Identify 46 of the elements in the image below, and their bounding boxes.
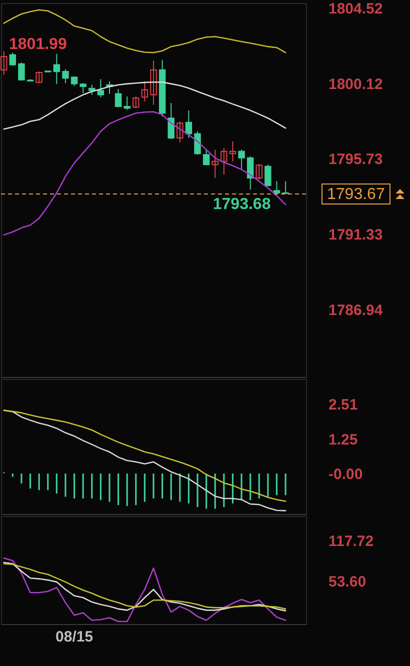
candlestick bbox=[238, 149, 245, 170]
candlestick bbox=[114, 88, 122, 108]
annotation: 1801.99 bbox=[9, 36, 67, 53]
candlestick bbox=[282, 180, 289, 194]
y-tick-label: 53.60 bbox=[328, 573, 366, 590]
candlestick bbox=[185, 110, 192, 139]
line-series bbox=[3, 111, 286, 236]
candlestick bbox=[273, 180, 280, 194]
candlestick bbox=[256, 163, 262, 180]
candlestick bbox=[194, 130, 201, 156]
candlestick bbox=[168, 102, 174, 140]
candlestick bbox=[246, 156, 254, 190]
y-tick-label: 1786.94 bbox=[328, 302, 384, 319]
candlestick bbox=[62, 68, 69, 84]
candlestick bbox=[0, 50, 8, 76]
candlestick bbox=[264, 164, 272, 187]
candlestick bbox=[150, 60, 157, 106]
candlestick bbox=[202, 149, 210, 166]
y-tick-label: 1.25 bbox=[328, 431, 358, 448]
y-tick-label: 1804.52 bbox=[328, 0, 383, 18]
y-tick-label: 1791.33 bbox=[328, 226, 383, 244]
candlestick bbox=[220, 147, 228, 176]
candlestick bbox=[212, 149, 218, 178]
ref-line-label: 1793.67 bbox=[327, 186, 385, 203]
candlestick bbox=[132, 96, 140, 109]
candlestick bbox=[141, 80, 148, 102]
line-series bbox=[3, 9, 286, 54]
candlestick bbox=[18, 62, 25, 82]
y-tick-label: 1795.73 bbox=[328, 151, 383, 168]
line-series bbox=[3, 557, 286, 622]
y-tick-label: 2.51 bbox=[328, 396, 358, 414]
candlestick bbox=[36, 70, 42, 84]
candlestick bbox=[229, 140, 236, 162]
candlestick bbox=[88, 84, 96, 96]
x-tick-label: 08/15 bbox=[56, 628, 94, 646]
candlestick bbox=[176, 120, 184, 143]
y-tick-label: 1800.12 bbox=[328, 76, 383, 93]
candlestick bbox=[97, 78, 104, 98]
annotation: 1793.68 bbox=[212, 196, 271, 213]
candlestick bbox=[80, 82, 86, 94]
candlestick bbox=[124, 96, 130, 110]
y-tick-label: -0.00 bbox=[328, 466, 363, 484]
candlestick bbox=[53, 53, 60, 85]
candlestick bbox=[9, 52, 16, 66]
y-tick-label: 117.72 bbox=[328, 533, 374, 550]
line-series bbox=[3, 81, 286, 130]
